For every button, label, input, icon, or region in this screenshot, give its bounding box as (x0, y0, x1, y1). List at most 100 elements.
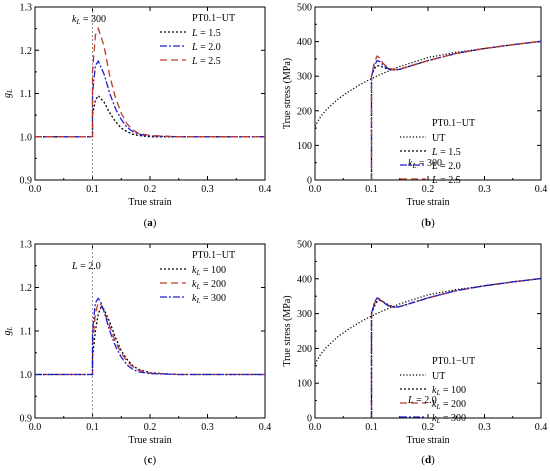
x-tick-label: 0.2 (144, 422, 157, 433)
x-tick-label: 0.0 (309, 422, 322, 433)
annotation: L = 2.0 (407, 395, 437, 406)
chart-panel-0: 0.0 0.1 0.2 0.3 0.4 0.9 1.0 1.1 1.2 1.3 True strai… (2, 3, 271, 230)
legend-entry: kL = 100 (432, 385, 466, 397)
y-tick-label: 1.3 (20, 3, 33, 14)
x-tick-label: 0.1 (86, 184, 99, 195)
series-line-3 (370, 277, 542, 418)
y-tick-label: 1.1 (20, 89, 33, 100)
x-tick-label: 0.1 (365, 422, 378, 433)
plot-frame (34, 243, 266, 419)
x-axis-label: True strain (406, 197, 449, 208)
panel-label: (b) (421, 217, 435, 229)
panel-label: (d) (421, 454, 435, 466)
x-tick-label: 0.3 (478, 422, 491, 433)
x-tick-label: 0.2 (422, 422, 435, 433)
legend: PT0.1−UT kL = 100 kL = 200 kL = 300 (160, 250, 235, 305)
y-tick-label: 100 (297, 379, 312, 390)
y-tick-label: 1.3 (20, 240, 33, 251)
y-axis-label: True stress (MPa) (282, 58, 293, 129)
legend-entry: L = 2.0 (191, 42, 221, 53)
legend-entry: kL = 300 (432, 413, 466, 425)
legend-title: PT0.1−UT (432, 118, 475, 129)
y-tick-label: 1.0 (20, 132, 33, 143)
legend-entry: L = 2.5 (431, 175, 461, 186)
legend-title: PT0.1−UT (192, 13, 235, 24)
x-tick-label: 0.4 (535, 422, 548, 433)
x-tick-label: 0.3 (201, 184, 214, 195)
legend-entry: L = 2.5 (191, 56, 221, 67)
y-tick-label: 500 (297, 3, 312, 14)
chart-panel-3: 0.0 0.1 0.2 0.3 0.4 0 100 200 300 400 500 True stra… (282, 240, 547, 467)
series-line-2 (370, 40, 542, 180)
series-line-2 (35, 26, 265, 138)
legend: PT0.1−UT UT kL = 100 kL = 200 kL = 300 (400, 356, 475, 425)
x-tick-label: 0.0 (29, 422, 42, 433)
legend-entry: kL = 200 (432, 399, 466, 411)
legend: PT0.1−UT L = 1.5 L = 2.0 L = 2.5 (160, 13, 235, 67)
x-tick-label: 0.1 (86, 422, 99, 433)
x-tick-label: 0.2 (144, 184, 157, 195)
legend: PT0.1−UT UT L = 1.5 L = 2.0 L = 2.5 (400, 118, 475, 186)
x-tick-label: 0.3 (201, 422, 214, 433)
y-axis-label: True stress (MPa) (282, 295, 293, 366)
y-tick-label: 0.9 (20, 414, 33, 425)
legend-entry: L = 1.5 (431, 147, 461, 158)
x-axis-label: True strain (128, 197, 171, 208)
x-tick-label: 0.4 (535, 184, 548, 195)
y-tick-label: 1.2 (20, 283, 33, 294)
series-line-2 (370, 277, 542, 418)
y-tick-label: 200 (297, 344, 312, 355)
x-tick-label: 0.0 (29, 184, 42, 195)
annotation: kL = 300 (408, 158, 442, 170)
x-tick-label: 0.4 (259, 184, 272, 195)
annotation: L = 2.0 (71, 261, 101, 272)
y-tick-label: 1.1 (20, 327, 33, 338)
chart-panel-2: 0.0 0.1 0.2 0.3 0.4 0.9 1.0 1.1 1.2 1.3 True strai… (2, 240, 271, 467)
series-line-0 (35, 306, 265, 376)
y-axis-label: gL (2, 326, 14, 335)
y-tick-label: 0.9 (20, 176, 33, 187)
series-line-0 (314, 40, 542, 127)
series-line-1 (370, 277, 542, 418)
x-tick-label: 0.3 (478, 184, 491, 195)
x-tick-label: 0.2 (422, 184, 435, 195)
x-tick-label: 0.1 (365, 184, 378, 195)
plot-frame (314, 6, 542, 181)
legend-title: PT0.1−UT (192, 250, 235, 261)
y-tick-label: 1.2 (20, 46, 33, 57)
legend-entry: kL = 100 (192, 265, 226, 277)
x-axis-label: True strain (128, 435, 171, 446)
y-tick-label: 1.0 (20, 370, 33, 381)
legend-title: PT0.1−UT (432, 356, 475, 367)
series-line-3 (370, 40, 542, 180)
y-tick-label: 400 (297, 37, 312, 48)
y-tick-label: 0 (307, 414, 312, 425)
x-tick-label: 0.4 (259, 422, 272, 433)
series-line-2 (35, 297, 265, 376)
panel-label: (a) (144, 217, 157, 229)
legend-entry: L = 2.0 (431, 161, 461, 172)
y-tick-label: 500 (297, 240, 312, 251)
legend-entry: UT (432, 371, 445, 382)
y-tick-label: 0 (307, 176, 312, 187)
y-tick-label: 200 (297, 106, 312, 117)
y-tick-label: 400 (297, 274, 312, 285)
series-line-1 (35, 59, 265, 138)
series-line-1 (370, 40, 542, 180)
legend-entry: UT (432, 133, 445, 144)
x-tick-label: 0.0 (309, 184, 322, 195)
y-tick-label: 300 (297, 72, 312, 83)
plot-frame (314, 243, 542, 419)
series-line-0 (314, 277, 542, 365)
plot-frame (34, 6, 266, 181)
legend-entry: kL = 300 (192, 293, 226, 305)
y-tick-label: 100 (297, 141, 312, 152)
panel-label: (c) (144, 454, 157, 466)
x-axis-label: True strain (406, 435, 449, 446)
chart-panel-1: 0.0 0.1 0.2 0.3 0.4 0 100 200 300 400 500 True stra… (282, 3, 547, 230)
y-axis-label: gL (2, 89, 14, 98)
legend-entry: L = 1.5 (191, 28, 221, 39)
legend-entry: kL = 200 (192, 279, 226, 291)
annotation: kL = 300 (72, 14, 106, 26)
